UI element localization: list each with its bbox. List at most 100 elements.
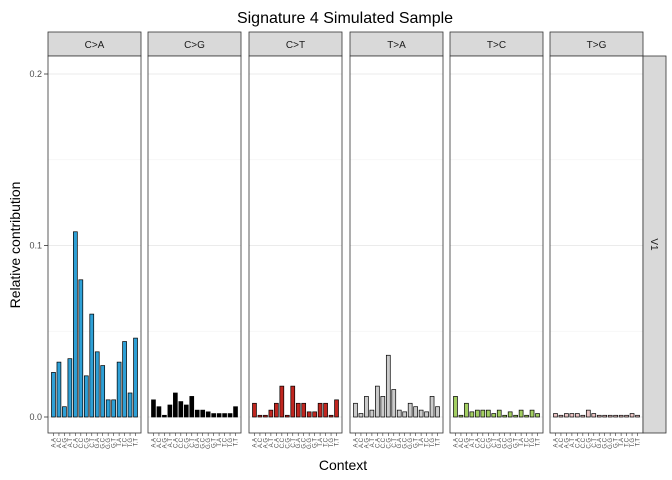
- context-tick-label: G.C: [201, 437, 207, 448]
- context-tick-label: A.C: [57, 437, 63, 448]
- bar-C-to-T-C.G: [284, 414, 290, 418]
- bar-T-to-A-T.T: [435, 406, 440, 418]
- context-tick-label: G.G: [408, 438, 414, 449]
- plot-layer: 0.00.10.2C>AA.A A.C A.G A.T C.A C.C C.G C.T G.A G…: [29, 31, 667, 449]
- context-tick-label: C.G: [84, 438, 90, 449]
- bar-T-to-G-C.T: [591, 413, 597, 418]
- bar-C-to-G-C.T: [189, 396, 195, 418]
- context-tick-label: T.T: [636, 438, 642, 447]
- context-tick-label: T.G: [128, 438, 134, 448]
- bar-T-to-C-A.C: [458, 414, 464, 418]
- bar-T-to-G-T.T: [635, 414, 640, 418]
- context-tick-label: G.C: [403, 437, 409, 448]
- context-tick-label: G.G: [608, 438, 614, 449]
- context-tick-label: G.A: [95, 438, 101, 448]
- context-tick-label: A.A: [51, 438, 57, 448]
- context-tick-label: C.T: [592, 438, 598, 448]
- bar-C-to-T-G.C: [301, 402, 307, 418]
- bar-C-to-G-C.A: [173, 392, 178, 418]
- context-tick-label: A.T: [68, 438, 74, 448]
- context-tick-label: C.C: [79, 437, 85, 448]
- context-tick-label: T.T: [335, 438, 341, 447]
- bar-T-to-C-A.G: [464, 402, 469, 418]
- bar-T-to-C-A.A: [453, 396, 458, 418]
- panel-border: [147, 55, 242, 434]
- bar-C-to-G-A.G: [162, 414, 167, 418]
- bar-T-to-G-A.C: [558, 414, 564, 418]
- context-tick-label: G.A: [397, 438, 403, 448]
- context-tick-label: A.C: [157, 437, 163, 448]
- bar-T-to-A-G.A: [396, 409, 402, 418]
- bar-C-to-T-A.G: [263, 414, 268, 418]
- context-tick-label: T.T: [436, 438, 442, 447]
- bar-C-to-T-G.A: [295, 402, 301, 418]
- context-tick-label: C.G: [586, 438, 592, 449]
- context-tick-label: T.C: [123, 437, 129, 447]
- y-axis-title: Relative contribution: [7, 182, 23, 309]
- context-tick-label: G.A: [497, 438, 503, 448]
- context-tick-label: T.A: [519, 438, 525, 447]
- context-tick-label: C.T: [492, 438, 498, 448]
- bar-C-to-T-G.T: [312, 411, 317, 418]
- bar-T-to-G-G.A: [596, 414, 602, 418]
- context-tick-label: C.C: [481, 437, 487, 448]
- bar-C-to-G-C.G: [183, 404, 189, 418]
- context-tick-label: C.G: [486, 438, 492, 449]
- context-tick-label: C.C: [381, 437, 387, 448]
- bar-C-to-T-T.G: [328, 414, 334, 418]
- bar-T-to-C-A.T: [469, 411, 475, 418]
- context-tick-label: T.C: [525, 437, 531, 447]
- context-tick-label: C.T: [291, 438, 297, 448]
- facet-strip: [248, 31, 343, 57]
- facet-strip-label: C>T: [286, 40, 305, 51]
- context-tick-label: C.G: [184, 438, 190, 449]
- context-tick-label: A.G: [263, 438, 269, 449]
- bar-C-to-A-C.C: [78, 279, 84, 418]
- context-tick-label: A.C: [459, 437, 465, 448]
- bar-T-to-G-G.T: [613, 414, 618, 418]
- context-tick-label: G.C: [503, 437, 509, 448]
- facet-strip: [47, 31, 142, 57]
- bar-T-to-A-C.G: [385, 354, 391, 418]
- context-tick-label: G.C: [603, 437, 609, 448]
- bar-T-to-A-A.G: [364, 396, 369, 418]
- bar-T-to-G-T.C: [624, 414, 629, 418]
- bar-T-to-C-C.A: [475, 409, 480, 418]
- bar-T-to-G-C.C: [580, 414, 586, 418]
- bar-T-to-A-T.C: [424, 411, 429, 418]
- bar-T-to-C-G.A: [496, 409, 502, 418]
- bar-C-to-G-C.C: [178, 401, 184, 418]
- bar-T-to-G-C.A: [575, 413, 580, 418]
- bar-T-to-C-C.C: [480, 409, 486, 418]
- context-tick-label: G.T: [414, 438, 420, 448]
- context-tick-label: A.C: [258, 437, 264, 448]
- context-tick-label: T.A: [419, 438, 425, 447]
- bar-C-to-A-C.A: [73, 231, 78, 418]
- bar-C-to-T-A.C: [257, 414, 263, 418]
- bar-T-to-C-C.G: [485, 409, 491, 418]
- context-tick-label: T.A: [117, 438, 123, 447]
- bar-T-to-A-A.A: [353, 402, 358, 418]
- bar-C-to-T-C.T: [290, 385, 296, 418]
- context-tick-label: A.G: [564, 438, 570, 449]
- bar-T-to-C-G.G: [507, 411, 513, 418]
- context-tick-label: A.G: [464, 438, 470, 449]
- bar-C-to-G-A.C: [156, 406, 162, 418]
- context-tick-label: G.T: [614, 438, 620, 448]
- context-tick-label: G.G: [206, 438, 212, 449]
- bar-T-to-A-C.C: [380, 396, 386, 418]
- context-tick-label: T.G: [329, 438, 335, 448]
- context-tick-label: A.T: [570, 438, 576, 448]
- x-axis-title: Context: [319, 457, 367, 473]
- context-tick-label: C.T: [392, 438, 398, 448]
- bar-T-to-G-T.G: [629, 413, 635, 418]
- bar-C-to-A-A.C: [56, 361, 62, 418]
- facet-strip-label: T>A: [387, 40, 406, 51]
- context-tick-label: G.G: [508, 438, 514, 449]
- bar-C-to-G-G.T: [211, 413, 216, 418]
- facet-panel-T-to-C: T>CA.A A.C A.G A.T C.A C.C C.G C.T G.A G.C G.G G.T T…: [449, 31, 544, 449]
- context-tick-label: C.A: [173, 438, 179, 448]
- bar-C-to-A-G.G: [105, 399, 111, 418]
- bar-T-to-C-T.T: [535, 413, 540, 418]
